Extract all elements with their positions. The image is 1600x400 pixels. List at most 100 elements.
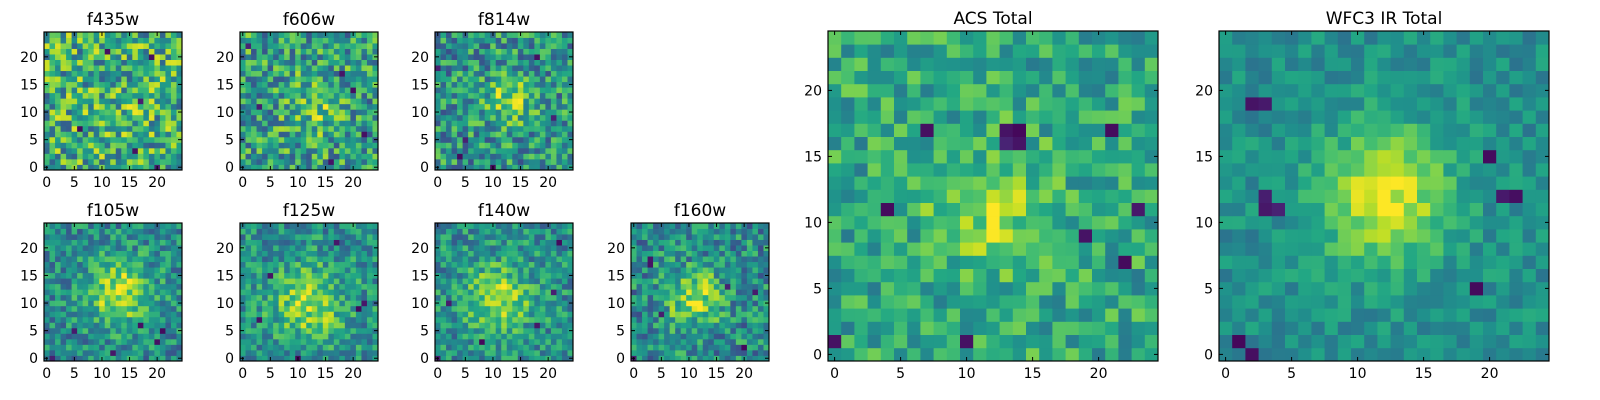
heatmap-cell xyxy=(251,114,257,121)
heatmap-cell xyxy=(730,289,737,296)
heatmap-cell xyxy=(176,283,183,290)
heatmap-cell xyxy=(647,278,654,285)
heatmap-cell xyxy=(278,158,285,165)
heatmap-cell xyxy=(328,344,335,351)
heatmap-cell xyxy=(490,158,497,165)
heatmap-cell xyxy=(642,267,648,274)
heatmap-cell xyxy=(344,120,351,127)
heatmap-cell xyxy=(132,32,139,38)
heatmap-cell xyxy=(82,316,89,323)
heatmap-cell xyxy=(517,87,524,94)
heatmap-cell xyxy=(719,289,726,296)
heatmap-cell xyxy=(49,98,56,105)
heatmap-cell xyxy=(713,278,720,285)
heatmap-cell xyxy=(110,81,117,88)
heatmap-cell xyxy=(512,228,519,235)
heatmap-cell xyxy=(121,142,128,149)
heatmap-cell xyxy=(691,300,698,307)
heatmap-cell xyxy=(490,142,497,149)
heatmap-cell xyxy=(517,59,524,66)
heatmap-cell xyxy=(468,245,475,251)
heatmap-cell xyxy=(686,322,693,329)
heatmap-cell xyxy=(506,164,513,171)
heatmap-cell xyxy=(121,300,128,307)
heatmap-cell xyxy=(372,43,379,49)
heatmap-cell xyxy=(1078,189,1093,203)
heatmap-cell xyxy=(702,289,709,296)
heatmap-cell xyxy=(907,295,921,309)
heatmap-cell xyxy=(273,136,280,143)
heatmap-cell xyxy=(99,322,106,329)
heatmap-cell xyxy=(506,158,513,165)
heatmap-cell xyxy=(457,300,463,307)
heatmap-cell xyxy=(523,125,530,132)
heatmap-cell xyxy=(104,223,111,229)
heatmap-cell xyxy=(154,131,161,138)
heatmap-cell xyxy=(664,256,671,263)
heatmap-cell xyxy=(115,87,122,94)
heatmap-cell xyxy=(273,37,280,44)
heatmap-cell xyxy=(451,158,458,165)
heatmap-cell xyxy=(933,308,948,322)
heatmap-cell xyxy=(143,333,150,340)
heatmap-cell xyxy=(60,87,67,94)
heatmap-cell xyxy=(647,261,654,268)
heatmap-cell xyxy=(636,300,643,307)
heatmap-cell xyxy=(517,120,524,127)
heatmap-cell xyxy=(550,87,557,94)
heatmap-cell xyxy=(77,87,84,94)
heatmap-cell xyxy=(366,125,373,132)
heatmap-cell xyxy=(55,142,61,149)
heatmap-cell xyxy=(495,103,502,110)
heatmap-cell xyxy=(110,228,117,235)
heatmap-cell xyxy=(1092,215,1106,230)
heatmap-cell xyxy=(653,256,659,263)
heatmap-cell xyxy=(159,131,166,138)
heatmap-cell xyxy=(93,76,100,83)
heatmap-cell xyxy=(999,202,1014,217)
heatmap-cell xyxy=(339,98,346,105)
heatmap-cell xyxy=(245,250,252,257)
heatmap-cell xyxy=(300,223,307,229)
heatmap-cell xyxy=(556,48,563,55)
heatmap-cell xyxy=(132,338,139,345)
heatmap-cell xyxy=(473,48,480,55)
heatmap-cell xyxy=(328,114,335,121)
heatmap-cell xyxy=(719,300,726,307)
heatmap-cell xyxy=(468,59,475,66)
heatmap-cell xyxy=(468,87,475,94)
heatmap-cell xyxy=(284,43,291,49)
heatmap-cell xyxy=(457,327,463,334)
heatmap-cell xyxy=(501,316,508,323)
heatmap-cell xyxy=(642,355,648,362)
heatmap-cell xyxy=(88,234,95,240)
heatmap-cell xyxy=(457,245,463,251)
heatmap-cell xyxy=(137,234,144,240)
heatmap-cell xyxy=(99,114,106,121)
heatmap-cell xyxy=(355,103,362,110)
heatmap-cell xyxy=(1105,268,1119,283)
heatmap-cell xyxy=(539,109,546,116)
heatmap-cell xyxy=(490,120,497,127)
heatmap-cell xyxy=(66,120,72,127)
heatmap-cell xyxy=(960,149,974,164)
heatmap-cell xyxy=(556,142,563,149)
heatmap-cell xyxy=(148,76,155,83)
heatmap-cell xyxy=(741,316,748,323)
heatmap-cell xyxy=(165,103,172,110)
heatmap-cell xyxy=(1078,334,1093,349)
heatmap-cell xyxy=(539,81,546,88)
heatmap-cell xyxy=(528,114,535,121)
heatmap-cell xyxy=(278,245,285,251)
heatmap-cell xyxy=(435,125,441,132)
heatmap-cell xyxy=(1144,268,1159,283)
heatmap-cell xyxy=(77,59,84,66)
heatmap-cell xyxy=(451,283,458,290)
heatmap-cell xyxy=(746,355,753,362)
heatmap-cell xyxy=(49,37,56,44)
heatmap-cell xyxy=(539,333,546,340)
heatmap-cell xyxy=(60,355,67,362)
heatmap-cell xyxy=(457,289,463,296)
heatmap-cell xyxy=(322,278,329,285)
